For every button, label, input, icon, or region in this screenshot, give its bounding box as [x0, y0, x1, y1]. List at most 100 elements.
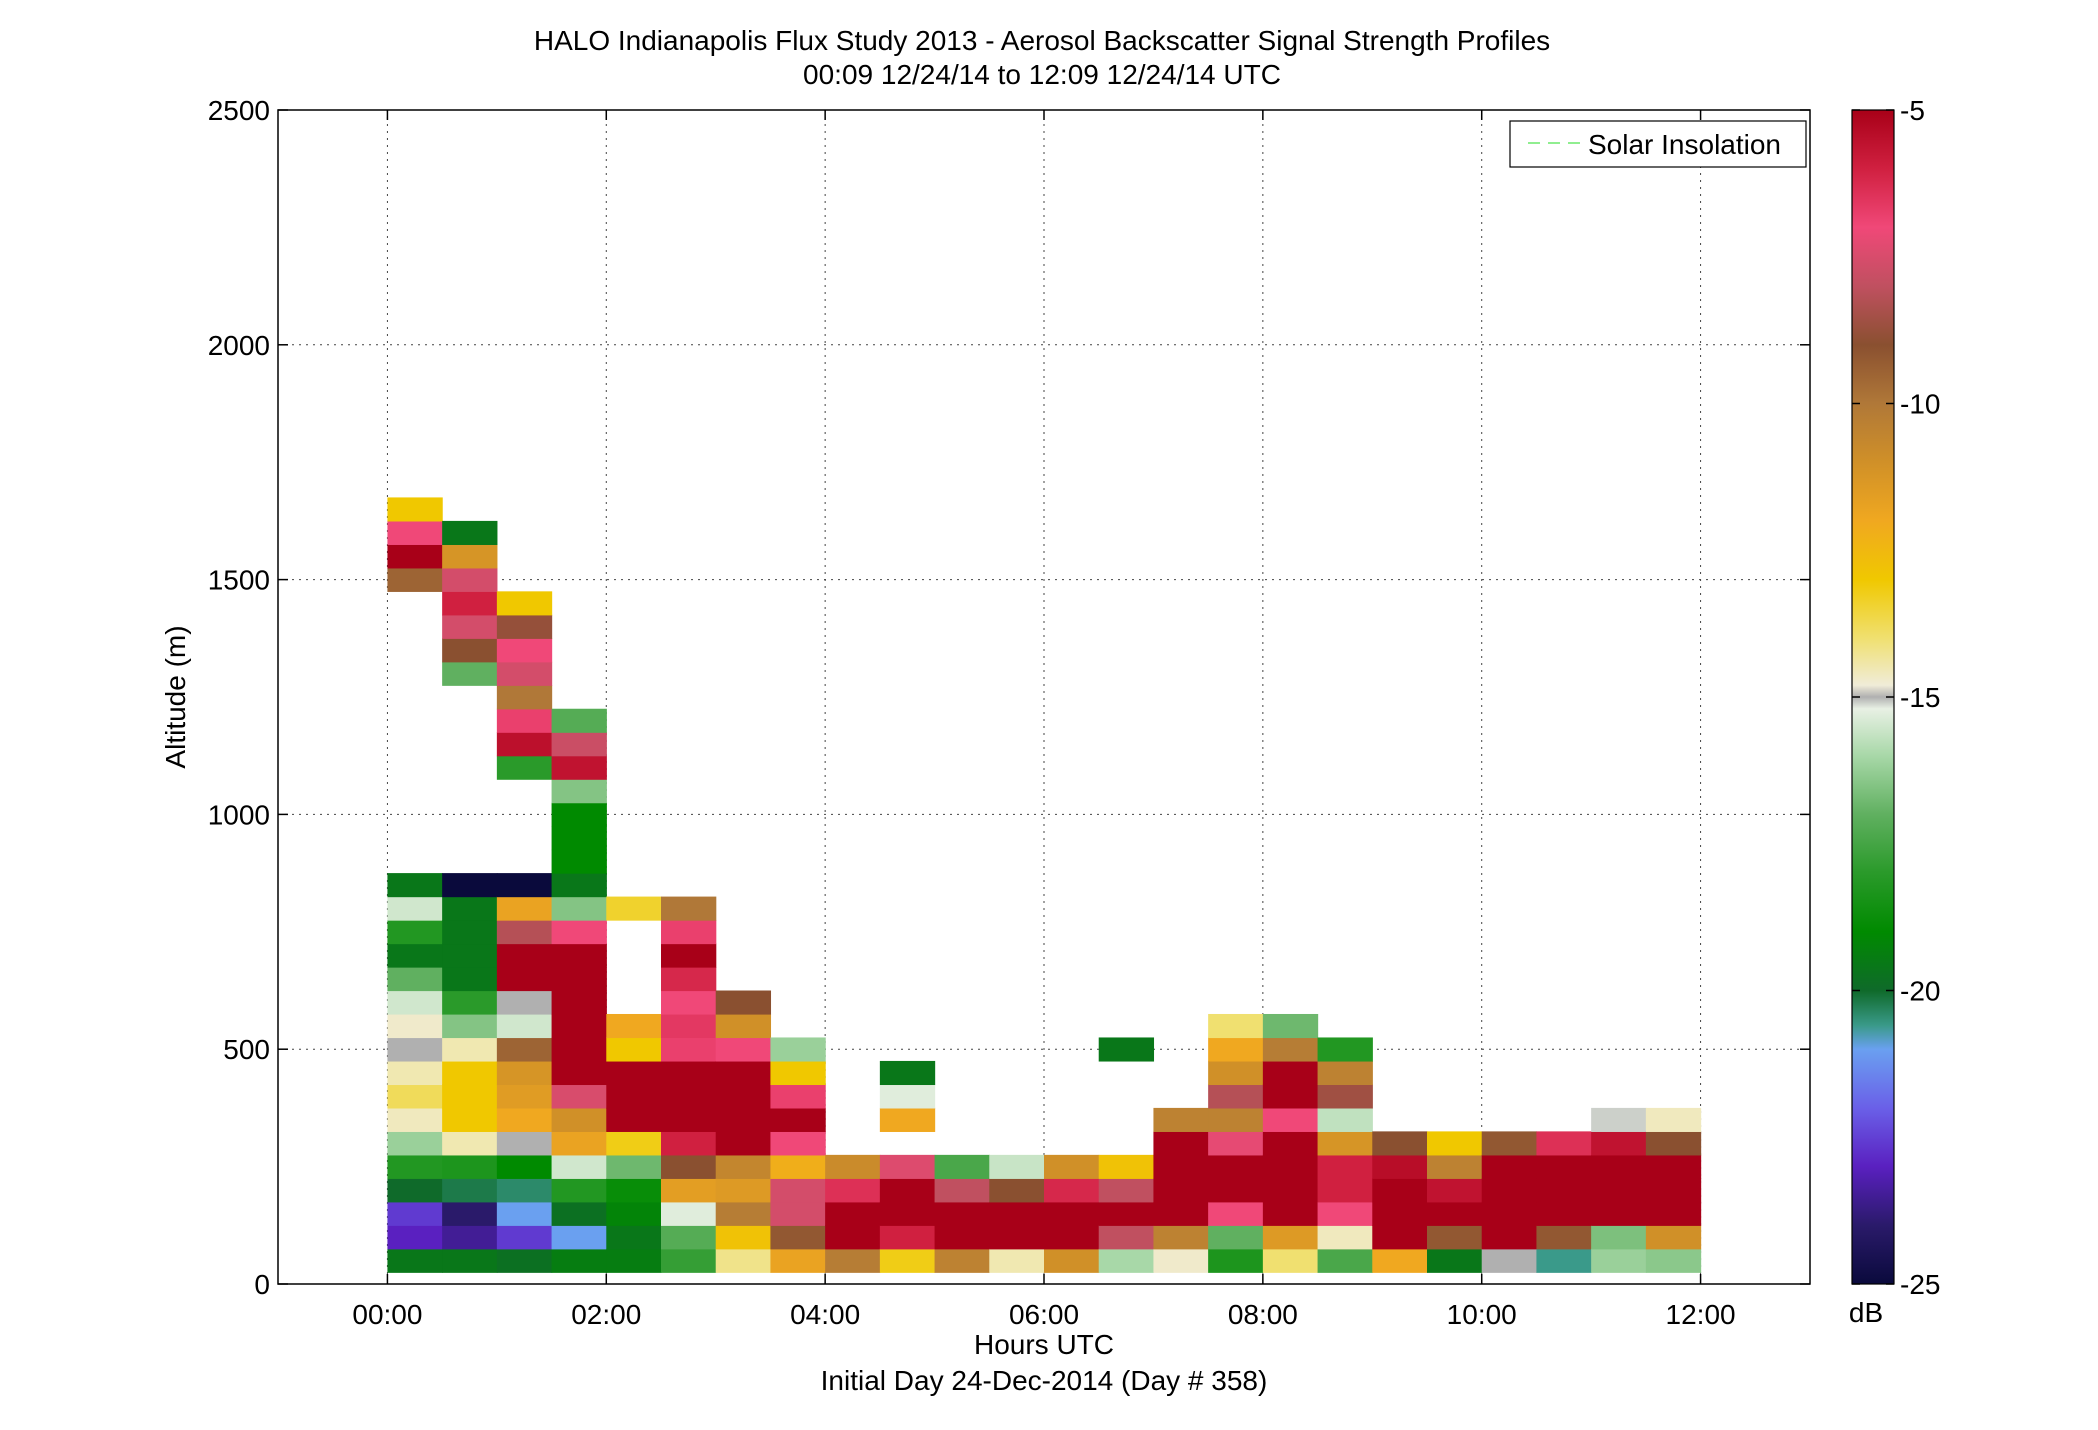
heatmap-cell — [1645, 1225, 1702, 1250]
heatmap-cell — [1645, 1178, 1702, 1203]
heatmap-cell — [770, 1154, 826, 1179]
heatmap-cell — [442, 1178, 498, 1203]
colorbar: -5 -10 -15 -20 -25 dB — [1849, 95, 1941, 1328]
heatmap-cell — [551, 755, 607, 780]
heatmap-cell — [1645, 1107, 1702, 1132]
heatmap-cell — [1044, 1225, 1100, 1250]
heatmap-cell — [661, 1013, 717, 1039]
heatmap-cell — [606, 1154, 662, 1179]
heatmap-cell — [1536, 1201, 1592, 1226]
heatmap-cell — [1208, 1178, 1264, 1203]
heatmap-cell — [551, 873, 607, 898]
heatmap-cell — [661, 1037, 717, 1062]
heatmap-cell — [551, 1201, 607, 1226]
x-tick-label: 10:00 — [1447, 1299, 1517, 1330]
heatmap-cell — [1262, 1248, 1319, 1273]
heatmap-cell — [770, 1248, 826, 1273]
heatmap-cell — [715, 990, 772, 1015]
heatmap-cell — [496, 967, 553, 992]
heatmap-cell — [1208, 1084, 1264, 1109]
heatmap-cell — [551, 826, 607, 851]
heatmap-cell — [387, 1225, 443, 1250]
heatmap-cell — [496, 638, 553, 663]
heatmap-cell — [442, 1225, 498, 1250]
heatmap-cell — [496, 685, 553, 710]
colorbar-tick-label: -5 — [1900, 95, 1925, 126]
heatmap-cell — [1208, 1037, 1264, 1062]
heatmap-cell — [1208, 1201, 1264, 1226]
heatmap-cell — [551, 779, 607, 804]
x-tick-label: 00:00 — [352, 1299, 422, 1330]
heatmap-cell — [442, 1154, 498, 1179]
heatmap-cell — [770, 1037, 826, 1062]
heatmap-cell — [1591, 1107, 1647, 1132]
heatmap-cell — [1262, 1154, 1319, 1179]
heatmap-cell — [1098, 1178, 1155, 1203]
heatmap-cell — [551, 802, 607, 827]
heatmap-cell — [661, 920, 717, 945]
heatmap-cell — [606, 1013, 662, 1039]
heatmap-cell — [442, 920, 498, 945]
plot-area: 00:00 02:00 04:00 06:00 08:00 10:00 12:00 0 500… — [208, 95, 1811, 1330]
heatmap-cell — [770, 1084, 826, 1109]
heatmap-cell — [989, 1201, 1045, 1226]
heatmap-cell — [1317, 1131, 1373, 1156]
heatmap-cell — [1481, 1178, 1538, 1203]
heatmap-cell — [879, 1154, 936, 1179]
heatmap-cell — [825, 1178, 881, 1203]
heatmap-cell — [1481, 1225, 1538, 1250]
heatmap-cell — [661, 967, 717, 992]
legend: Solar Insolation — [1509, 120, 1807, 168]
heatmap-cell — [1427, 1178, 1483, 1203]
chart-subtitle: 00:09 12/24/14 to 12:09 12/24/14 UTC — [803, 59, 1281, 90]
heatmap-cell — [606, 1248, 662, 1273]
heatmap-cell — [715, 1037, 772, 1062]
heatmap-cell — [661, 896, 717, 921]
heatmap-cell — [496, 1060, 553, 1086]
heatmap-cell — [770, 1060, 826, 1086]
heatmap-cell — [442, 967, 498, 992]
heatmap-cell — [1153, 1107, 1209, 1132]
heatmap-cell — [442, 1248, 498, 1273]
x-tick-label: 04:00 — [790, 1299, 860, 1330]
heatmap-cell — [1645, 1154, 1702, 1179]
heatmap-cell — [496, 708, 553, 733]
heatmap-cell — [442, 896, 498, 921]
heatmap-cell — [1427, 1131, 1483, 1156]
heatmap-cell — [1262, 1084, 1319, 1109]
heatmap-cell — [934, 1178, 990, 1203]
heatmap-cell — [1317, 1084, 1373, 1109]
heatmap-cell — [715, 1248, 772, 1273]
heatmap-cell — [879, 1201, 936, 1226]
heatmap-cell — [1372, 1131, 1428, 1156]
heatmap-cell — [1044, 1178, 1100, 1203]
y-tick-label: 0 — [254, 1269, 270, 1300]
heatmap-cell — [551, 896, 607, 921]
heatmap-cell — [496, 1225, 553, 1250]
heatmap-cell — [879, 1084, 936, 1109]
heatmap-cell — [715, 1178, 772, 1203]
heatmap-cell — [1645, 1131, 1702, 1156]
heatmap-cell — [1317, 1248, 1373, 1273]
heatmap-cell — [496, 1248, 553, 1273]
heatmap-cell — [551, 849, 607, 874]
heatmap-cell — [551, 1178, 607, 1203]
heatmap-cell — [551, 708, 607, 733]
heatmap-cell — [1481, 1154, 1538, 1179]
heatmap-cell — [879, 1107, 936, 1132]
heatmap-cell — [442, 1107, 498, 1132]
x-tick-label: 08:00 — [1228, 1299, 1298, 1330]
heatmap-cell — [770, 1178, 826, 1203]
heatmap-cell — [496, 1201, 553, 1226]
heatmap-cell — [442, 873, 498, 898]
heatmap-cell — [1208, 1154, 1264, 1179]
heatmap-cell — [442, 943, 498, 968]
heatmap-cell — [442, 1060, 498, 1086]
heatmap-cell — [496, 591, 553, 616]
heatmap-cell — [715, 1201, 772, 1226]
heatmap-cell — [1427, 1225, 1483, 1250]
heatmap-cell — [442, 1201, 498, 1226]
heatmap-cell — [1591, 1201, 1647, 1226]
heatmap-cell — [1153, 1201, 1209, 1226]
heatmap-cell — [496, 661, 553, 686]
